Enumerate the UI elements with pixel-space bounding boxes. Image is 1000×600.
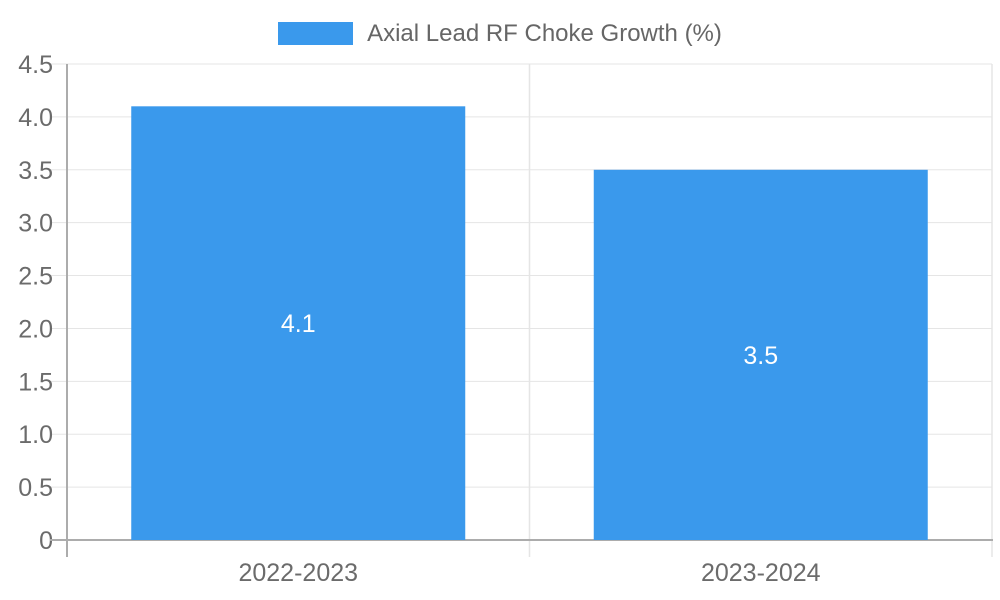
bar-value-label: 4.1 <box>281 310 316 338</box>
bar-2022-2023[interactable] <box>131 106 466 541</box>
y-tick-label: 0.5 <box>18 474 53 502</box>
bar-value-label: 3.5 <box>743 342 778 370</box>
y-tick-label: 1.5 <box>18 368 53 396</box>
y-tick-label: 0 <box>39 527 53 555</box>
y-tick-label: 2.0 <box>18 315 53 343</box>
y-tick-label: 3.5 <box>18 157 53 185</box>
x-category-label: 2023-2024 <box>701 559 821 587</box>
chart-legend[interactable]: Axial Lead RF Choke Growth (%) <box>0 21 1000 46</box>
y-tick-label: 1.0 <box>18 421 53 449</box>
legend-label: Axial Lead RF Choke Growth (%) <box>367 20 722 47</box>
y-tick-label: 4.5 <box>18 51 53 79</box>
y-tick-label: 3.0 <box>18 210 53 238</box>
x-category-label: 2022-2023 <box>238 559 358 587</box>
legend-swatch-icon <box>278 22 354 45</box>
y-tick-label: 4.0 <box>18 104 53 132</box>
bar-2023-2024[interactable] <box>593 169 928 540</box>
y-tick-label: 2.5 <box>18 263 53 291</box>
